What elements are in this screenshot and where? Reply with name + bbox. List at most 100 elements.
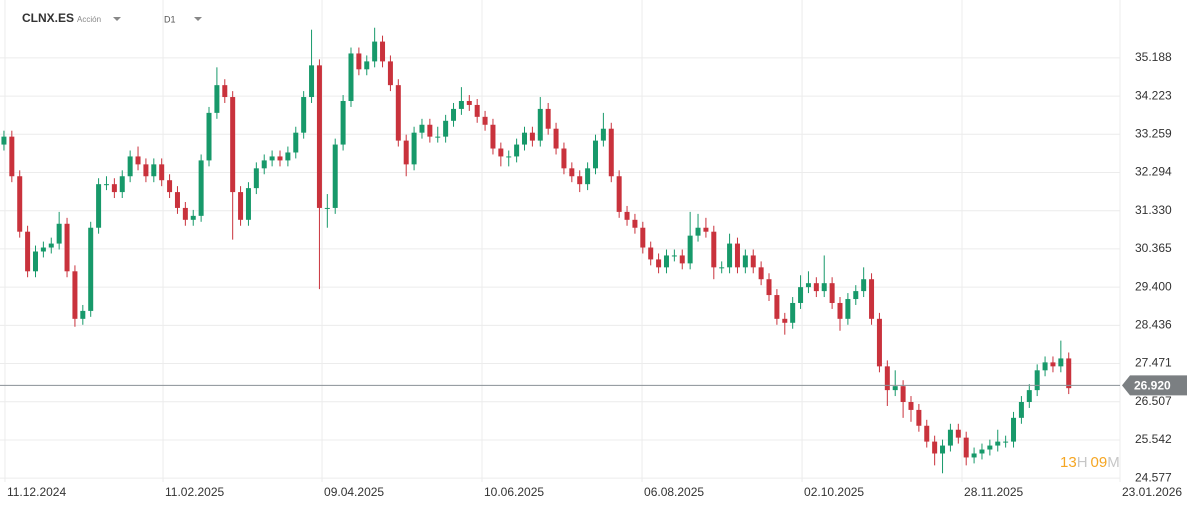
y-tick-label: 26.507 [1135,394,1172,408]
candle-body [837,302,843,319]
x-tick-label: 10.06.2025 [484,485,544,499]
dropdown-arrow[interactable] [194,17,202,21]
x-tick-label: 02.10.2025 [804,485,864,499]
y-tick-label: 25.542 [1135,432,1172,446]
candle-body [869,279,875,319]
candle-body [821,283,827,292]
candle-body [498,148,504,157]
candle-body [458,100,464,109]
candle-body [25,231,31,272]
timeframe[interactable]: D1 [164,14,176,24]
timer-minutes: 09 [1091,454,1108,471]
candle-body [963,437,969,458]
candle-body [159,164,165,181]
candle-body [782,318,788,323]
candle-body [466,100,472,105]
candle-body [924,425,930,442]
candle-body [695,227,701,236]
candle-body [892,386,898,391]
candle-body [490,124,496,149]
candle-body [427,124,433,137]
candle-body [663,255,669,268]
candle-body [671,255,677,257]
candle-body [285,152,291,161]
candle-body [174,192,180,208]
dropdown-arrow[interactable] [113,17,121,21]
candle-body [608,128,614,177]
last-price-label: 26.920 [1134,379,1171,393]
candle-body [624,211,630,220]
candle-body [356,53,362,70]
candle-body [372,41,378,62]
candle-body [64,223,70,272]
candle-body [916,409,922,426]
grid [0,0,1121,482]
y-tick-label: 29.400 [1135,279,1172,293]
candle-body [711,231,717,268]
candle-body [908,401,914,410]
candle-body [293,132,299,153]
candle-body [135,156,141,165]
candle-body [577,176,583,185]
candle-body [766,279,772,296]
candle-body [845,299,851,319]
x-tick-label: 11.12.2024 [7,485,66,499]
candle-body [1011,417,1017,442]
candle-body [88,227,94,311]
candle-body [1018,401,1024,418]
candle-body [600,128,606,141]
candle-body [703,227,709,232]
candle-body [348,53,354,101]
timer-hours-unit: H [1077,454,1088,471]
y-tick-label: 35.188 [1135,50,1172,64]
candle-body [261,160,267,169]
candle-body [853,291,859,300]
candle-body [995,441,1001,446]
candle-timer: 13H 09M [1060,454,1120,471]
candle-body [545,108,551,129]
timer-hours: 13 [1060,454,1077,471]
timer-minutes-unit: M [1107,454,1120,471]
candle-body [805,283,811,288]
candle-body [790,302,796,323]
candle-body [955,429,961,438]
y-tick-label: 34.223 [1135,88,1172,102]
candle-body [96,184,102,228]
candle-body [32,251,38,272]
candle-body [979,449,985,454]
candle-body [876,318,882,367]
candle-body [640,227,646,248]
candle-body [884,366,890,391]
candle-body [403,140,409,165]
x-tick-label: 06.08.2025 [644,485,704,499]
candle-body [214,85,220,113]
candle-body [40,247,46,252]
candle-body [569,168,575,177]
candle-body [1003,441,1009,443]
candle-body [190,215,196,220]
candle-body [687,235,693,264]
candle-body [238,192,244,220]
candle-body [561,148,567,169]
candle-body [182,207,188,220]
candle-body [1,136,7,145]
x-tick-label: 11.02.2025 [165,485,224,499]
candle-body [340,100,346,145]
candle-body [143,164,149,177]
candle-body [900,386,906,402]
candle-body [443,120,449,137]
y-tick-label: 30.365 [1135,241,1172,255]
candle-body [48,243,54,248]
candle-body [861,279,867,292]
symbol[interactable]: CLNX.ES [22,11,74,25]
candle-body [72,271,78,319]
candle-body [742,255,748,268]
candle-body [56,223,62,244]
candle-body [167,180,173,193]
y-tick-label: 24.577 [1135,470,1172,484]
candle-body [940,445,946,454]
header: CLNX.ES Acción D1 [22,11,202,25]
y-tick-label: 32.294 [1135,165,1172,179]
